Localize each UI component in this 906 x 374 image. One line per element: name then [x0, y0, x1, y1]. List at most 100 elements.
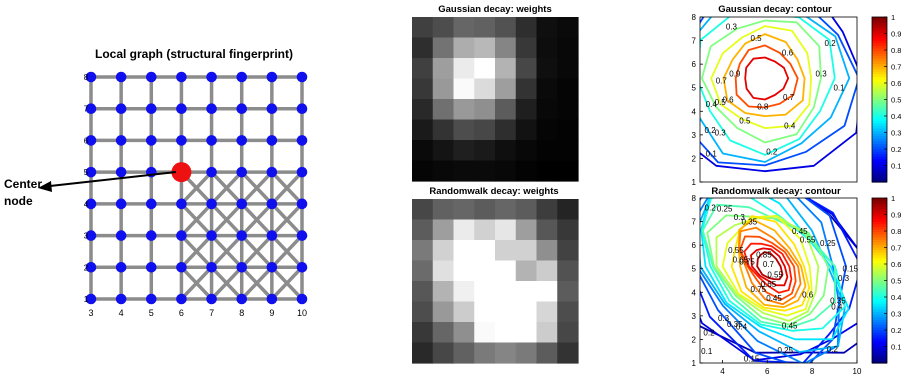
contour-level-label: 0.4 — [831, 302, 843, 311]
colorbar-segment — [872, 352, 887, 356]
heatmap-cell — [453, 78, 475, 100]
x-tick-label: 6 — [765, 367, 770, 374]
colorbar-segment — [872, 210, 887, 215]
colorbar-tick-label: 0.8 — [891, 46, 901, 55]
colorbar-segment — [872, 24, 887, 28]
colorbar-segment — [872, 166, 887, 170]
y-tick-label: 8 — [692, 13, 697, 22]
heatmap-cell — [495, 37, 517, 59]
contour-level-label: 0.45 — [782, 321, 798, 330]
graph-node — [115, 166, 127, 178]
contour-level-label: 0.35 — [742, 218, 758, 227]
heatmap-cell — [515, 99, 538, 121]
colorbar-segment — [872, 138, 887, 142]
heatmap-cell — [474, 58, 496, 80]
graph-edge-diagonal — [210, 170, 243, 206]
heatmap-cell — [432, 99, 455, 121]
colorbar-segment — [872, 89, 887, 93]
colorbar-segment — [872, 50, 887, 54]
heatmap-cell — [515, 119, 538, 141]
contour-level-label: 0.2 — [705, 203, 717, 212]
heatmap-cell — [536, 240, 558, 262]
colorbar-segment — [872, 45, 887, 49]
heatmap-cell — [557, 58, 579, 80]
colorbar-segment — [872, 145, 887, 150]
colorbar-segment — [872, 158, 887, 162]
heatmap-cell — [495, 240, 517, 262]
colorbar-segment — [872, 311, 887, 315]
contour-line — [737, 218, 807, 309]
heatmap-cell — [536, 160, 558, 182]
heatmap-cell — [495, 140, 517, 162]
contour-level-label: 0.3 — [734, 213, 746, 222]
heatmap-cell — [474, 301, 496, 323]
graph-node — [296, 230, 308, 241]
heatmap-cell — [453, 199, 475, 221]
colorbar-segment — [872, 53, 887, 57]
colorbar-segment — [872, 163, 887, 168]
heatmap-cell — [536, 342, 558, 364]
graph-edge-diagonal — [270, 202, 304, 237]
contour-level-label: 0.2 — [825, 39, 837, 48]
colorbar-segment — [872, 65, 887, 70]
heatmap-cell — [515, 78, 538, 100]
colorbar-segment — [872, 114, 887, 119]
contour-level-label: 0.6 — [722, 96, 734, 105]
colorbar-segment — [872, 350, 887, 354]
heatmap-cell — [412, 37, 434, 59]
contour-level-label: 0.4 — [784, 121, 796, 130]
graph-edge-diagonal — [180, 266, 213, 301]
contour-line — [739, 235, 797, 301]
contour-level-label: 0.3 — [726, 22, 738, 31]
colorbar-tick-label: 1 — [891, 13, 895, 22]
heatmap-cell — [557, 301, 579, 323]
heatmap-cell — [495, 199, 517, 221]
heatmap-cell — [557, 199, 579, 221]
graph-node — [176, 198, 187, 210]
graph-node — [206, 166, 217, 178]
colorbar-segment — [872, 228, 887, 233]
heatmap-cell — [474, 78, 496, 100]
heatmap-cell — [557, 78, 579, 100]
contour-level-label: 0.6 — [802, 291, 814, 300]
randomwalk-contour-title: Randomwalk decay: contour — [711, 186, 841, 197]
center-node-arrow — [49, 171, 177, 187]
graph-node — [85, 71, 97, 83]
heatmap-cell — [474, 99, 496, 121]
colorbar-segment — [872, 73, 887, 77]
colorbar-segment — [872, 332, 887, 336]
heatmap-cell — [432, 17, 455, 39]
colorbar-segment — [872, 117, 887, 121]
graph-y-tick-label: 3 — [84, 232, 89, 241]
heatmap-cell — [474, 119, 496, 141]
y-tick-label: 6 — [692, 241, 697, 250]
heatmap-cell — [557, 322, 579, 344]
contour-level-label: 0.8 — [757, 103, 769, 112]
colorbar-segment — [872, 84, 887, 88]
colorbar-segment — [872, 272, 887, 276]
contour-level-label: 0.5 — [751, 34, 763, 43]
colorbar-segment — [872, 37, 887, 41]
graph-node — [176, 71, 187, 83]
colorbar-segment — [872, 96, 887, 101]
heatmap-cell — [432, 281, 455, 303]
graph-node — [296, 135, 308, 146]
colorbar-segment — [872, 122, 887, 126]
heatmap-cell — [515, 219, 538, 241]
graph-edge-diagonal — [210, 202, 243, 237]
randomwalk-contour-labels: 0.10.150.25 0.20.20.2 0.250.30.350.450.550… — [701, 203, 858, 363]
colorbar-segment — [872, 344, 887, 349]
contour-level-label: 0.7 — [763, 260, 775, 269]
contour-level-label: 0.15 — [744, 354, 760, 363]
colorbar-segment — [872, 104, 887, 108]
contour-level-label: 0.7 — [716, 77, 728, 86]
contour-line — [756, 251, 784, 281]
contour-level-label: 0.3 — [816, 70, 828, 79]
colorbar-tick-label: 1 — [891, 194, 895, 203]
colorbar-segment — [872, 275, 887, 279]
graph-edge-diagonal — [210, 266, 243, 301]
contour-level-label: 0.4 — [706, 100, 718, 109]
colorbar-segment — [872, 135, 887, 139]
y-tick-label: 2 — [692, 335, 697, 344]
graph-node — [176, 135, 187, 146]
